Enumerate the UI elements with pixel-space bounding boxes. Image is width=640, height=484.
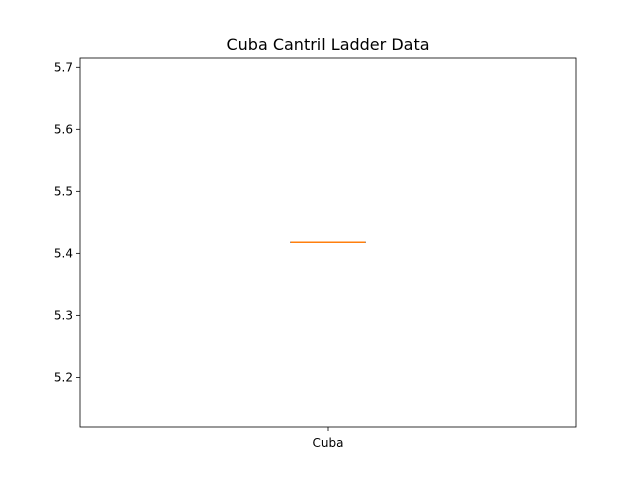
y-tick-label: 5.7 xyxy=(54,60,73,74)
y-tick-label: 5.6 xyxy=(54,122,73,136)
x-tick-label: Cuba xyxy=(313,436,344,450)
y-tick-label: 5.4 xyxy=(54,246,73,260)
y-tick-label: 5.5 xyxy=(54,184,73,198)
y-tick-label: 5.3 xyxy=(54,308,73,322)
chart-title: Cuba Cantril Ladder Data xyxy=(226,35,429,54)
y-tick-label: 5.2 xyxy=(54,370,73,384)
